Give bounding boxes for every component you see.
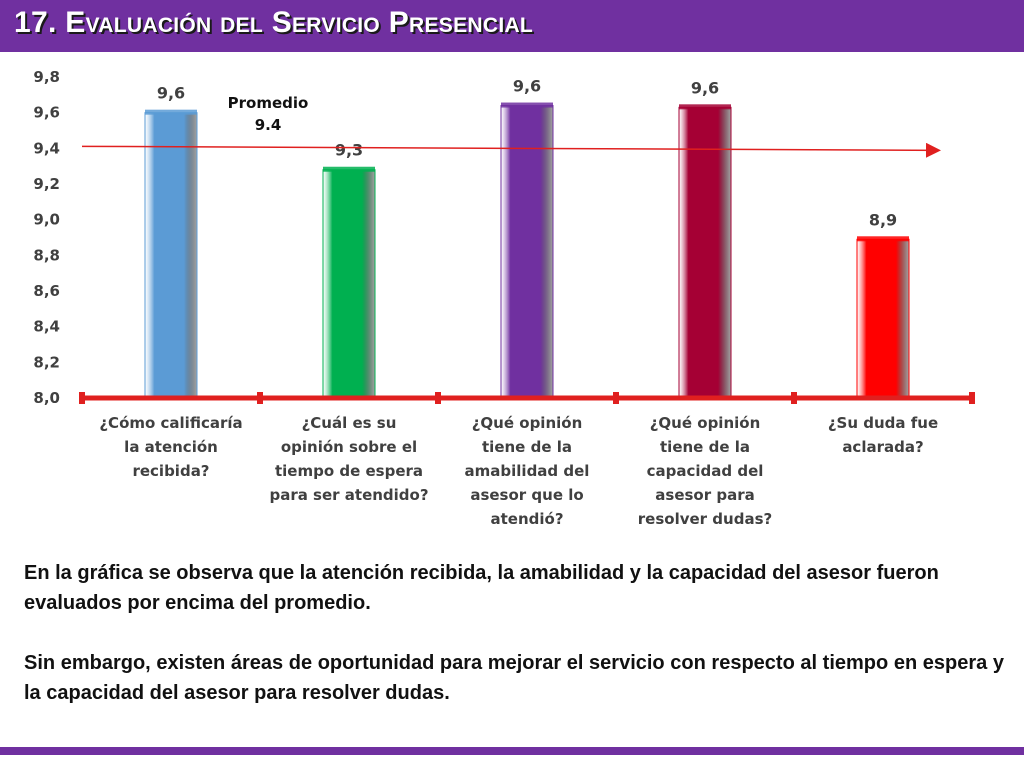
average-label: Promedio 9.4 [228,94,309,134]
x-axis-tick [79,392,85,404]
x-tick-label: ¿Qué opinión tiene de la amabilidad del ase… [465,414,590,528]
x-axis-tick [257,392,263,404]
data-label: 9,3 [335,141,363,160]
x-tick-label: ¿Qué opinión tiene de la capacidad del ases… [638,414,772,528]
opportunity-paragraph: Sin embargo, existen áreas de oportunida… [24,652,1004,704]
bar-cap [857,236,909,242]
bar [144,112,198,399]
y-tick-label: 8,0 [33,389,60,407]
y-tick-label: 8,8 [33,246,60,264]
y-tick-label: 9,0 [33,211,60,229]
bar-cap [145,109,197,115]
bottom-bar [0,747,1024,755]
bar [500,105,554,399]
bar-cap [323,166,375,172]
x-axis-tick [969,392,975,404]
slide-title: 17. Evaluación del Servicio Presencial [14,6,534,39]
bar-cap [679,104,731,110]
x-axis-tick [613,392,619,404]
title-bar: 17. Evaluación del Servicio Presencial [0,0,1024,52]
data-label: 9,6 [513,77,541,96]
y-tick-label: 8,6 [33,282,60,300]
summary-paragraph: En la gráfica se observa que la atención… [24,562,939,614]
bar [678,106,732,399]
bar-chart: 8,0 8,2 8,4 8,6 8,8 9,0 9,2 9,4 9,6 9,8 9,6 9,3 9,6 9… [33,68,975,528]
average-line [81,142,941,158]
data-label: 9,6 [157,84,185,103]
y-tick-label: 9,6 [33,104,60,122]
x-axis-tick [791,392,797,404]
bar [322,169,376,399]
data-label: 9,6 [691,78,719,97]
bar [856,238,910,399]
x-axis-tick [435,392,441,404]
x-tick-label: ¿Cuál es su opinión sobre el tiempo de esp… [269,414,428,504]
bar-cap [501,102,553,108]
y-tick-label: 8,2 [33,353,60,371]
y-tick-label: 9,4 [33,139,60,157]
x-tick-label: ¿Su duda fue aclarada? [828,414,938,456]
y-tick-label: 9,2 [33,175,60,193]
data-label: 8,9 [869,210,897,229]
y-tick-label: 9,8 [33,68,60,86]
y-tick-label: 8,4 [33,318,60,336]
x-tick-label: ¿Cómo calificaría la atención recibida? [99,414,242,480]
